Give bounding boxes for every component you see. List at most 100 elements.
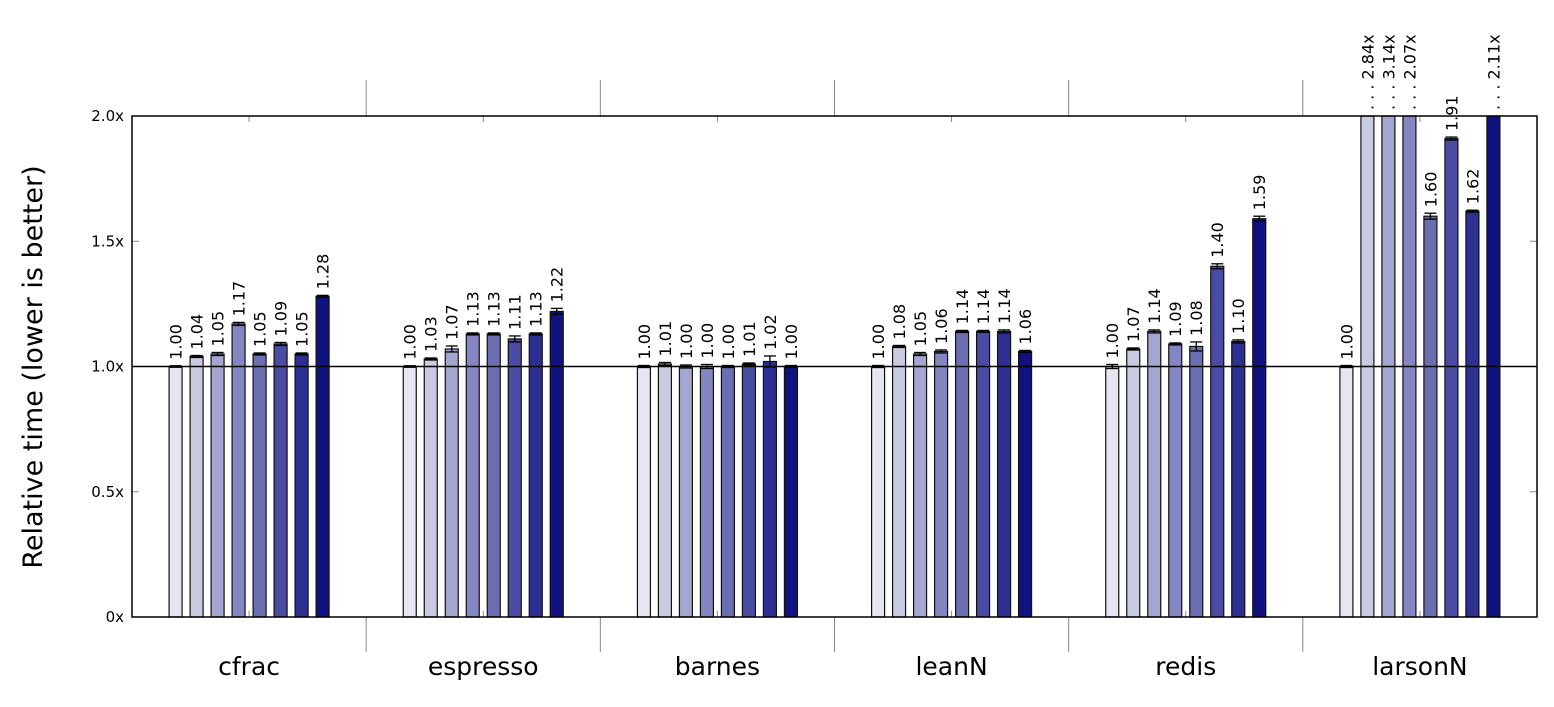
data-label: 1.59 (1250, 175, 1269, 211)
bar (1189, 345, 1204, 618)
data-label: 1.00 (635, 324, 654, 360)
bar (741, 363, 757, 618)
data-label: 1.06 (1016, 309, 1035, 345)
data-label: 1.00 (677, 323, 696, 359)
data-label: 1.00 (719, 324, 738, 360)
data-label: 1.14 (1145, 288, 1164, 324)
data-label: 1.91 (1442, 95, 1461, 131)
bar (1465, 210, 1480, 618)
data-label: 1.28 (314, 254, 333, 290)
data-label: 1.40 (1208, 222, 1227, 258)
bar (933, 350, 949, 618)
bar (1252, 218, 1267, 618)
plot-border (131, 115, 1538, 618)
data-label: 1.00 (1337, 324, 1356, 360)
data-label: 1.06 (932, 308, 951, 344)
category-label: larsonN (1372, 652, 1467, 681)
y-tick-label: 2.0x (91, 107, 124, 125)
bar (1444, 137, 1459, 618)
data-label: . . . 3.14x (1379, 34, 1398, 110)
bar (189, 355, 204, 618)
data-label: 1.00 (698, 323, 717, 359)
bar (1017, 350, 1033, 618)
data-label: 1.05 (293, 311, 312, 347)
bar (678, 365, 694, 618)
bar (1210, 265, 1225, 618)
bar (996, 330, 1012, 618)
bar (636, 365, 652, 618)
bar (870, 365, 886, 618)
category-label: cfrac (218, 652, 280, 681)
data-label: 1.07 (443, 304, 462, 340)
data-label: 1.08 (890, 304, 909, 340)
bar (1147, 330, 1162, 618)
y-tick-label: 0x (106, 608, 125, 626)
bar (168, 365, 183, 618)
bar (1423, 215, 1438, 618)
y-tick-label: 1.0x (91, 358, 124, 376)
data-label: 1.60 (1421, 172, 1440, 208)
data-label: 1.00 (1103, 323, 1122, 359)
bar (912, 353, 928, 618)
data-label: 1.13 (527, 291, 546, 327)
bar (486, 333, 501, 618)
bar (444, 348, 459, 618)
bar (273, 343, 288, 618)
data-label: 1.00 (167, 324, 186, 360)
bar (423, 358, 438, 618)
data-label: 1.00 (782, 324, 801, 360)
data-label: 1.02 (761, 314, 780, 350)
bar (891, 345, 907, 618)
data-label: 1.04 (188, 314, 207, 350)
data-label: 1.05 (251, 311, 270, 347)
data-label: 1.00 (869, 324, 888, 360)
data-label: 1.05 (209, 311, 228, 347)
bar (528, 333, 543, 618)
y-tick-label: 0.5x (91, 483, 124, 501)
bar (294, 353, 309, 618)
bar (1126, 348, 1141, 618)
data-label: . . . 2.07x (1400, 34, 1419, 110)
data-label: 1.09 (1166, 301, 1185, 337)
data-label: 1.05 (911, 311, 930, 347)
bar (699, 365, 715, 618)
data-label: 1.07 (1124, 306, 1143, 342)
bar (402, 365, 417, 618)
category-label: leanN (915, 652, 987, 681)
category-label: barnes (675, 652, 760, 681)
data-label: 1.01 (740, 321, 759, 357)
bar (549, 310, 564, 618)
data-label: 1.10 (1229, 298, 1248, 334)
bar (507, 338, 522, 618)
bar (1168, 343, 1183, 618)
plot-frame (131, 115, 1538, 618)
bar (1105, 365, 1120, 618)
y-axis-label: Relative time (lower is better) (18, 165, 49, 568)
data-label: 1.14 (974, 289, 993, 325)
data-label: 1.62 (1463, 169, 1482, 205)
data-label: 1.14 (953, 289, 972, 325)
bar (762, 360, 778, 618)
bar (657, 363, 673, 618)
bar (315, 295, 330, 618)
category-label: espresso (428, 652, 539, 681)
bar (252, 353, 267, 618)
y-tick-label: 1.5x (91, 232, 124, 250)
data-label: 1.11 (506, 294, 525, 330)
data-label: . . . 2.84x (1358, 34, 1377, 110)
category-label: redis (1155, 652, 1216, 681)
data-label: . . . 2.11x (1484, 34, 1503, 110)
bar (465, 333, 480, 618)
data-label: 1.13 (464, 291, 483, 327)
data-label: 1.22 (548, 267, 567, 303)
bar (954, 330, 970, 618)
bar (783, 365, 799, 618)
data-label: 1.09 (272, 301, 291, 337)
data-label: 1.14 (995, 288, 1014, 324)
data-label: 1.17 (230, 281, 249, 317)
bar (720, 365, 736, 618)
bar (1231, 340, 1246, 618)
data-label: 1.08 (1187, 300, 1206, 336)
